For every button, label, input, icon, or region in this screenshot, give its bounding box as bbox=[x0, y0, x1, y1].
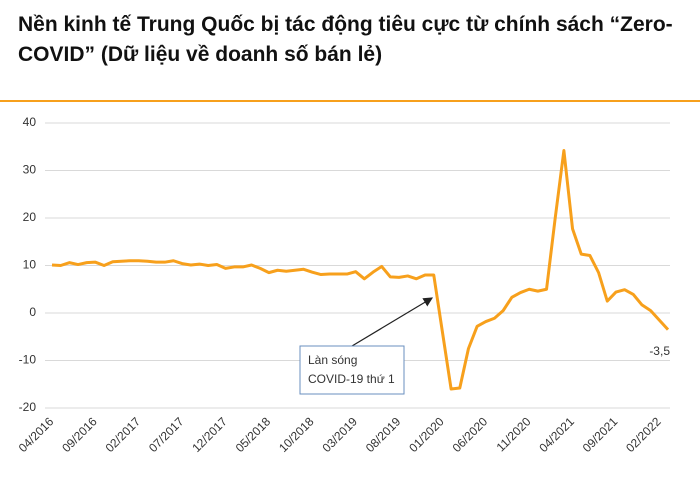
x-tick-label: 12/2017 bbox=[189, 414, 230, 455]
y-tick-label: 10 bbox=[23, 258, 37, 272]
annotation-text: COVID-19 thứ 1 bbox=[308, 372, 395, 386]
x-tick-label: 09/2021 bbox=[580, 414, 621, 455]
annotation-text: Làn sóng bbox=[308, 353, 357, 367]
x-tick-label: 04/2021 bbox=[536, 414, 577, 455]
data-line bbox=[51, 149, 670, 391]
annotation-box bbox=[299, 345, 405, 395]
x-tick-label: 08/2019 bbox=[363, 414, 404, 455]
x-tick-label: 11/2020 bbox=[494, 414, 534, 454]
y-tick-label: -10 bbox=[19, 353, 37, 367]
annotation-arrow bbox=[351, 297, 434, 347]
x-tick-label: 05/2018 bbox=[233, 414, 274, 455]
y-tick-label: 0 bbox=[29, 305, 36, 319]
y-tick-label: -20 bbox=[19, 400, 37, 414]
x-tick-label: 06/2020 bbox=[450, 414, 491, 455]
y-tick-label: 30 bbox=[23, 163, 37, 177]
x-tick-label: 09/2016 bbox=[59, 414, 100, 455]
x-tick-label: 02/2017 bbox=[103, 414, 144, 455]
x-tick-label: 04/2016 bbox=[16, 414, 57, 455]
x-tick-label: 02/2022 bbox=[623, 414, 664, 455]
y-tick-label: 20 bbox=[23, 210, 37, 224]
plot: -20 -10 0 10 20 30 40 04/2016 09/2016 02/2017 07/2… bbox=[16, 115, 671, 455]
x-tick-label: 10/2018 bbox=[276, 414, 317, 455]
chart-title: Nền kinh tế Trung Quốc bị tác động tiêu … bbox=[18, 13, 673, 66]
x-tick-label: 03/2019 bbox=[319, 414, 360, 455]
x-tick-label: 07/2017 bbox=[146, 414, 187, 455]
y-tick-label: 40 bbox=[23, 115, 37, 129]
x-tick-label: 01/2020 bbox=[406, 414, 447, 455]
data-label: -3,5 bbox=[649, 344, 670, 358]
